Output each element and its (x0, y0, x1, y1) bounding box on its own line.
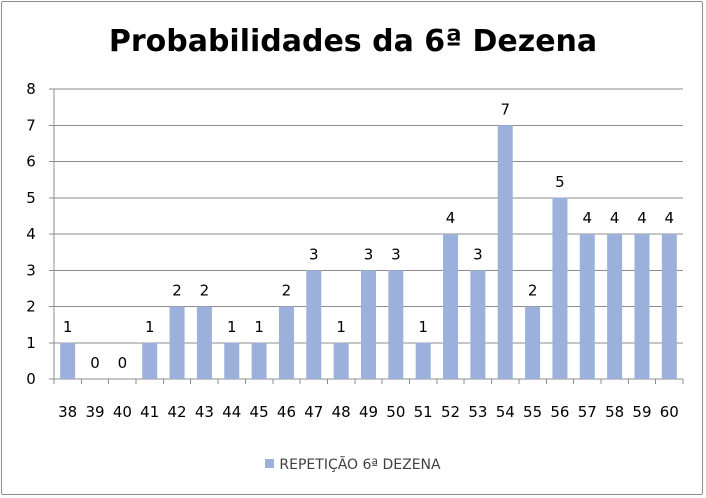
bar (470, 270, 486, 379)
data-label: 3 (364, 245, 374, 263)
bar (142, 342, 158, 379)
x-tick-label: 41 (140, 403, 159, 421)
x-tick-label: 47 (304, 403, 323, 421)
x-tick-label: 52 (441, 403, 460, 421)
y-tick-label: 5 (26, 189, 36, 207)
bar (552, 197, 568, 379)
data-label: 2 (200, 282, 210, 300)
y-tick-label: 6 (26, 153, 36, 171)
data-label: 3 (391, 245, 401, 263)
x-tick-label: 48 (332, 403, 351, 421)
x-tick-label: 60 (660, 403, 679, 421)
bar (278, 306, 294, 379)
x-tick-label: 46 (277, 403, 296, 421)
x-tick-label: 50 (386, 403, 405, 421)
legend-label: REPETIÇÃO 6ª DEZENA (279, 457, 441, 473)
y-tick-label: 4 (26, 225, 36, 243)
bar (497, 125, 513, 379)
bar (169, 306, 185, 379)
bar (306, 270, 322, 379)
x-tick-label: 39 (85, 403, 104, 421)
y-tick-label: 2 (26, 298, 36, 316)
data-label: 1 (63, 318, 73, 336)
data-label: 4 (637, 209, 647, 227)
data-label: 2 (528, 282, 538, 300)
y-tick-label: 8 (26, 80, 36, 98)
data-label: 1 (145, 318, 155, 336)
bar (634, 234, 650, 379)
y-tick-label: 3 (26, 261, 36, 279)
x-tick-label: 54 (496, 403, 515, 421)
data-label: 4 (583, 209, 593, 227)
bar (60, 342, 76, 379)
bar (525, 306, 541, 379)
chart-title: Probabilidades da 6ª Dezena (108, 24, 598, 59)
legend-swatch (265, 459, 275, 468)
x-tick-label: 45 (250, 403, 269, 421)
bar (361, 270, 376, 379)
x-tick-label: 42 (168, 403, 187, 421)
data-label: 5 (555, 173, 565, 191)
x-tick-label: 49 (359, 403, 378, 421)
x-tick-label: 38 (58, 403, 77, 421)
data-label: 7 (500, 100, 510, 118)
x-tick-label: 57 (578, 403, 597, 421)
x-tick-label: 58 (605, 403, 624, 421)
data-label: 0 (90, 354, 100, 372)
data-label: 1 (254, 318, 264, 336)
data-label: 0 (118, 354, 128, 372)
bar (224, 342, 240, 379)
x-tick-label: 56 (550, 403, 569, 421)
bar (579, 234, 595, 379)
bar (607, 234, 623, 379)
data-label: 4 (610, 209, 620, 227)
x-tick-label: 53 (468, 403, 487, 421)
data-label: 3 (473, 245, 483, 263)
data-label: 1 (336, 318, 346, 336)
data-label: 4 (446, 209, 456, 227)
data-label: 4 (665, 209, 675, 227)
y-tick-label: 1 (26, 334, 36, 352)
bar (196, 306, 212, 379)
x-tick-label: 59 (632, 403, 651, 421)
bar (661, 234, 677, 379)
x-tick-label: 44 (222, 403, 241, 421)
bar (415, 342, 431, 379)
x-tick-label: 40 (113, 403, 132, 421)
bar (443, 234, 459, 379)
x-tick-label: 43 (195, 403, 214, 421)
bar (251, 342, 267, 379)
data-label: 2 (172, 282, 182, 300)
data-label: 1 (227, 318, 237, 336)
bar (333, 342, 349, 379)
x-tick-label: 55 (523, 403, 542, 421)
data-label: 3 (309, 245, 319, 263)
data-label: 2 (282, 282, 292, 300)
bar (388, 270, 404, 379)
data-label: 1 (418, 318, 428, 336)
legend: REPETIÇÃO 6ª DEZENA (0, 457, 706, 473)
x-tick-label: 51 (414, 403, 433, 421)
y-tick-label: 0 (26, 370, 36, 388)
y-tick-label: 7 (26, 116, 36, 134)
